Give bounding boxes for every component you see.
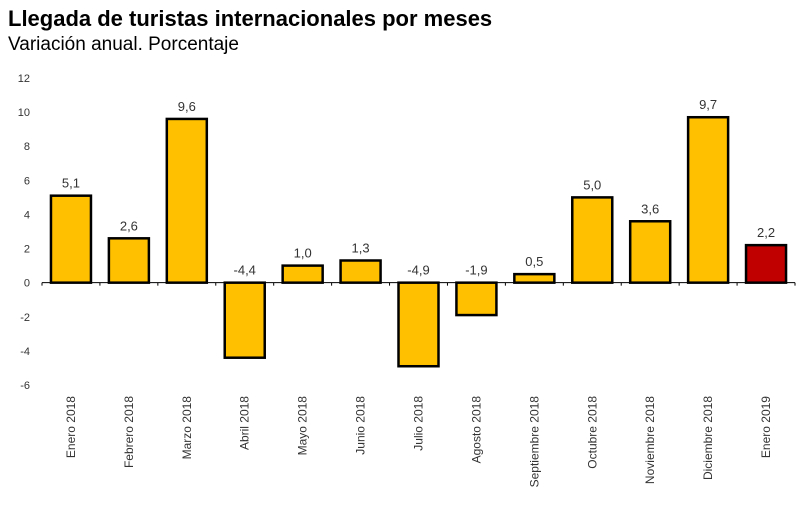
data-label: -4,4 <box>234 263 256 278</box>
chart-title: Llegada de turistas internacionales por … <box>8 6 493 31</box>
bar <box>223 281 266 359</box>
data-label: -4,9 <box>407 263 429 278</box>
bar <box>397 281 440 368</box>
bar <box>686 115 730 284</box>
x-tick-label: Octubre 2018 <box>585 396 599 469</box>
data-label: 0,5 <box>525 254 543 269</box>
x-tick-label: Marzo 2018 <box>180 396 194 460</box>
bar <box>513 272 556 284</box>
x-tick-label: Julio 2018 <box>412 396 426 451</box>
x-tick-label: Junio 2018 <box>354 396 368 455</box>
y-tick-label: 12 <box>18 73 30 85</box>
bar <box>744 243 788 284</box>
x-tick-label: Febrero 2018 <box>122 396 136 468</box>
bar <box>628 220 672 284</box>
bar <box>107 237 151 284</box>
y-tick-label: -6 <box>20 380 30 392</box>
data-label: 9,7 <box>699 97 717 112</box>
x-tick-label: Septiembre 2018 <box>527 396 541 488</box>
bar <box>165 117 209 284</box>
data-label: 9,6 <box>178 99 196 114</box>
data-label: 2,6 <box>120 218 138 233</box>
y-tick-label: 4 <box>24 209 30 221</box>
x-tick-label: Abril 2018 <box>238 396 252 450</box>
bar <box>49 194 93 284</box>
x-tick-label: Diciembre 2018 <box>701 396 715 480</box>
y-tick-label: 10 <box>18 107 30 119</box>
data-label: 5,0 <box>583 177 601 192</box>
data-label: -1,9 <box>465 263 487 278</box>
data-label: 1,0 <box>294 246 312 261</box>
x-tick-label: Mayo 2018 <box>296 396 310 456</box>
x-tick-label: Enero 2018 <box>64 396 78 458</box>
y-tick-label: -4 <box>20 346 30 358</box>
data-label: 2,2 <box>757 225 775 240</box>
bar <box>455 281 498 317</box>
bar <box>339 259 382 284</box>
bar <box>571 196 614 284</box>
data-label: 1,3 <box>352 240 370 255</box>
y-tick-label: -2 <box>20 312 30 324</box>
x-tick-label: Agosto 2018 <box>469 396 483 464</box>
y-tick-label: 6 <box>24 175 30 187</box>
chart-subtitle: Variación anual. Porcentaje <box>8 34 239 55</box>
x-tick-label: Enero 2019 <box>759 396 773 458</box>
y-tick-label: 2 <box>24 244 30 256</box>
y-tick-label: 0 <box>24 278 30 290</box>
data-label: 3,6 <box>641 201 659 216</box>
bar <box>281 264 324 284</box>
data-label: 5,1 <box>62 176 80 191</box>
x-tick-label: Noviembre 2018 <box>643 396 657 484</box>
y-tick-label: 8 <box>24 141 30 153</box>
